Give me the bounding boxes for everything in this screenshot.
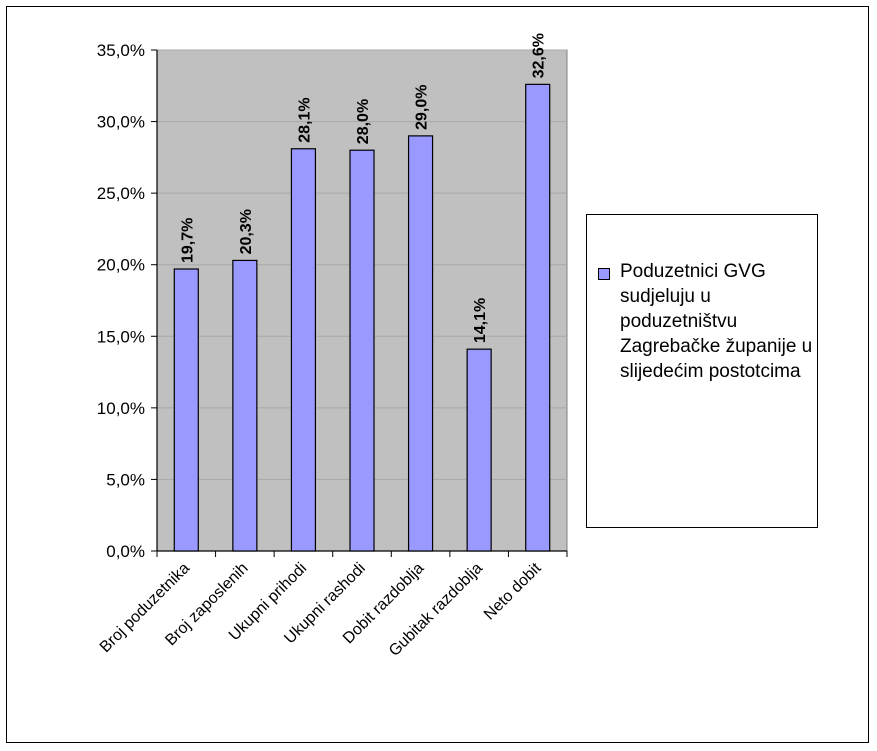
bar <box>407 135 434 552</box>
y-tick-label: 5,0% <box>106 470 145 489</box>
bar <box>232 259 258 552</box>
data-label: 14,1% <box>472 298 489 343</box>
x-tick-label: Neto dobit <box>481 559 545 623</box>
data-label: 28,1% <box>296 97 313 142</box>
y-tick-label: 30,0% <box>97 113 145 132</box>
data-label: 28,0% <box>355 99 372 144</box>
legend: Poduzetnici GVG sudjeluju u poduzetništv… <box>586 214 818 528</box>
y-tick-label: 0,0% <box>106 542 145 561</box>
y-tick-label: 10,0% <box>97 399 145 418</box>
bar <box>173 268 199 552</box>
legend-swatch <box>598 268 610 280</box>
y-tick-label: 25,0% <box>97 184 145 203</box>
bar <box>349 149 375 552</box>
bar <box>525 83 551 552</box>
bar <box>466 348 492 552</box>
bar <box>290 148 317 552</box>
data-label: 29,0% <box>414 85 431 130</box>
legend-label: Poduzetnici GVG sudjeluju u poduzetništv… <box>620 261 813 382</box>
y-tick-label: 35,0% <box>97 41 145 60</box>
y-tick-label: 20,0% <box>97 256 145 275</box>
data-label: 19,7% <box>179 218 196 263</box>
data-label: 20,3% <box>238 209 255 254</box>
y-tick-label: 15,0% <box>97 327 145 346</box>
data-label: 32,6% <box>531 33 548 78</box>
